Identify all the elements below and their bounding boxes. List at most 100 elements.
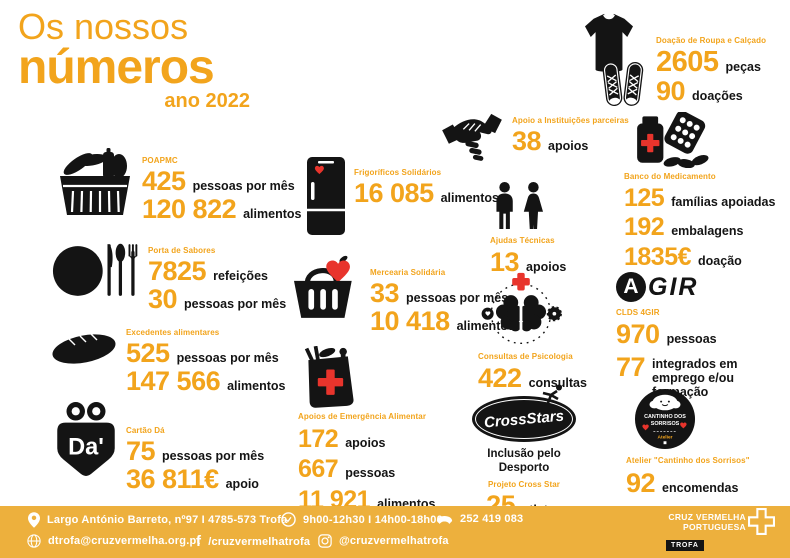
stat-value: 7825 [148, 255, 207, 286]
stat-label: POAPMC [142, 156, 178, 165]
tshirt-sneakers-icon [585, 13, 644, 107]
stat-label: CLDS 4GIR [616, 308, 660, 317]
stat-value: 525 [126, 337, 170, 368]
stat-label: Porta de Sabores [148, 246, 216, 255]
brand-trofa-badge: TROFA [666, 540, 704, 551]
stat-excedentes: Excedentes alimentares 525 pessoas por mê… [50, 326, 285, 395]
stat-heading: Inclusão pelo Desporto [487, 448, 561, 474]
footer-bar: Largo António Barreto, nº97 I 4785-573 T… [0, 506, 790, 558]
brand-line2: PORTUGUESA [683, 522, 746, 533]
stat-unit: pessoas por mês [192, 178, 295, 193]
stat-value: 13 [490, 246, 520, 277]
instagram-icon [318, 534, 332, 548]
stat-label: Mercearia Solidária [370, 268, 446, 277]
stat-value: 77 [616, 352, 646, 383]
stat-value: 92 [626, 467, 656, 498]
stat-value: 125 [624, 183, 665, 212]
stat-label: Apoios de Emergência Alimentar [298, 412, 427, 421]
stat-unit: apoios [345, 435, 386, 450]
stat-value: 422 [478, 362, 522, 393]
stat-unit: alimentos [456, 319, 515, 334]
stat-unit: pessoas por mês [406, 290, 509, 305]
stat-instituicoes: Apoio a Instituições parceiras 38 apoios [440, 112, 629, 164]
stat-label: Apoio a Instituições parceiras [512, 116, 629, 125]
stat-unit: encomendas [662, 480, 739, 495]
stat-ajudas-tecnicas: Ajudas Técnicas 13 apoios [490, 182, 566, 275]
gift-box-icon: Da' [57, 402, 115, 476]
red-cross-outline-icon [748, 508, 775, 535]
footer-address-text: Largo António Barreto, nº97 I 4785-573 T… [47, 514, 288, 526]
brain-cross-icon [481, 272, 562, 345]
medicine-pills-icon [637, 112, 709, 168]
footer-instagram-text: @cruzvermelhatrofa [339, 535, 449, 547]
stat-unit: doação [698, 254, 742, 269]
fridge-icon [307, 157, 345, 235]
stat-value: 90 [656, 76, 686, 107]
stat-psicologia: Consultas de Psicologia 422 consultas [478, 272, 587, 391]
grocery-bag-cross-icon [304, 346, 354, 408]
stat-unit: doações [692, 89, 743, 104]
gift-box-text: Da' [68, 434, 104, 460]
stat-unit: consultas [528, 375, 587, 390]
cantinho-text-line2: SORRISOS [651, 421, 680, 427]
crossstars-logo-text: CrossStars [483, 407, 565, 431]
stat-roupa-calcado: Doação de Roupa e Calçado 2605 peças 90 do… [570, 12, 766, 108]
stat-label: Doação de Roupa e Calçado [656, 36, 767, 45]
stat-cantinho: CANTINHO DOS SORRISOS Atelier Atelier "C… [626, 388, 758, 496]
stat-label: Frigoríficos Solidários [354, 168, 442, 177]
title-subtitle: ano 2022 [164, 89, 250, 112]
stat-value: 36 811€ [126, 464, 219, 495]
stat-unit: pessoas [666, 331, 717, 346]
stat-agir: A GIR CLDS 4GIR 970 pessoas 77 integrados … [616, 272, 760, 399]
footer-instagram: @cruzvermelhatrofa [318, 534, 449, 548]
stat-value: 970 [616, 318, 660, 349]
stat-unit: pessoas por mês [162, 448, 265, 463]
basket-heart-icon [294, 255, 352, 318]
stat-value: 2605 [656, 45, 719, 78]
footer-hours: 9h00-12h30 I 14h00-18h00 [281, 512, 443, 527]
stat-label: Consultas de Psicologia [478, 352, 573, 361]
stat-unit: apoio [225, 477, 259, 492]
agir-logo: A GIR [616, 272, 698, 302]
globe-icon [27, 534, 41, 548]
stat-cartao-da: Da' Cartão Dá 75 pessoas por mês 36 811€ a… [54, 400, 264, 493]
crossstars-logo: CrossStars [472, 384, 576, 442]
stat-value: 38 [512, 125, 542, 156]
page-title: Os nossos números ano 2022 [18, 8, 250, 113]
stat-value: 172 [298, 424, 339, 453]
stat-unit: peças [725, 59, 761, 74]
stat-mercearia: Mercearia Solidária 33 pessoas por mês 10… [294, 254, 515, 335]
stat-value: 120 822 [142, 194, 237, 225]
footer-phone-text: 252 419 083 [460, 512, 524, 525]
stat-label: Projeto Cross Star [487, 479, 561, 489]
title-line1: Os nossos [18, 6, 189, 47]
footer-facebook: f /cruzvermelhatrofa [196, 534, 310, 549]
footer-hours-text: 9h00-12h30 I 14h00-18h00 [303, 513, 443, 526]
cantinho-text-line1: CANTINHO DOS [644, 414, 686, 420]
stat-label: Cartão Dá [126, 426, 165, 435]
location-pin-icon [28, 512, 40, 528]
stat-unit: pessoas por mês [184, 297, 287, 312]
stat-unit: alimentos [440, 190, 499, 205]
martial-arts-figure-icon [542, 384, 562, 404]
footer-facebook-text: /cruzvermelhatrofa [208, 535, 311, 548]
cantinho-text-line3: Atelier [657, 434, 672, 440]
plate-cutlery-icon [52, 243, 138, 296]
title-line2: números [18, 40, 215, 94]
stat-value: 10 418 [370, 306, 450, 337]
footer-email-text: dtrofa@cruzvermelha.org.pt [48, 535, 201, 547]
stat-unit: embalagens [671, 224, 744, 239]
stat-value: 192 [624, 213, 665, 242]
stat-frigorificos: Frigoríficos Solidários 16 085 alimentos [306, 156, 499, 236]
footer-address: Largo António Barreto, nº97 I 4785-573 T… [28, 512, 287, 528]
brand-line1: CRUZ VERMELHA [668, 512, 746, 522]
stat-unit: pessoas [345, 466, 396, 481]
man-woman-icon [496, 182, 543, 230]
stat-value: 425 [142, 165, 186, 196]
footer-phone: 252 419 083 [436, 512, 523, 525]
stat-unit: famílias apoiadas [671, 194, 776, 209]
stat-label: Atelier "Cantinho dos Sorrisos" [626, 456, 750, 465]
stat-crossstars: CrossStars Inclusão pelo Desporto Projet… [468, 384, 580, 519]
bread-icon [52, 333, 116, 364]
stat-unit: apoios [526, 259, 567, 274]
